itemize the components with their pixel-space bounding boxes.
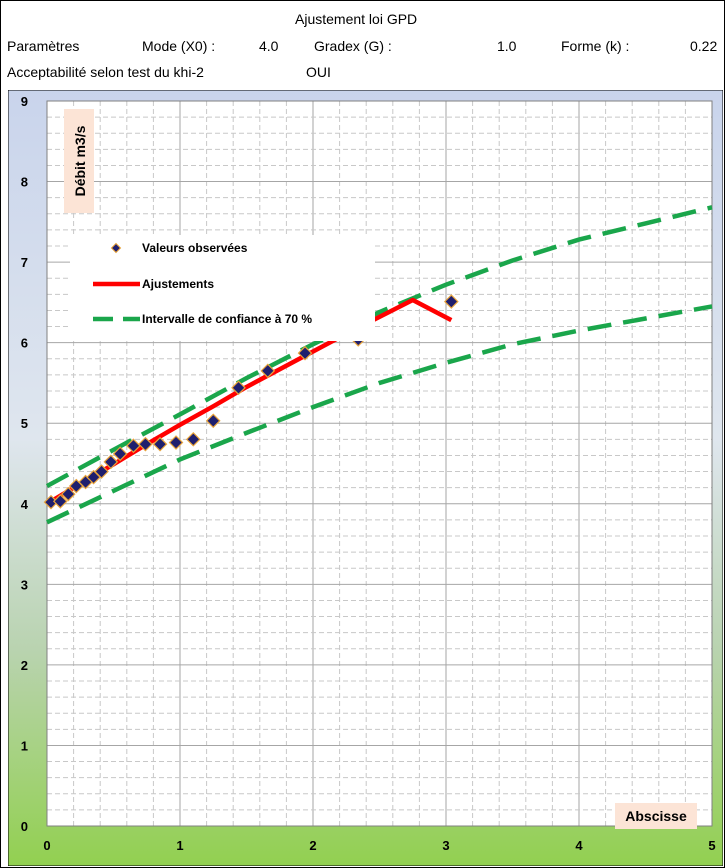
- y-axis-label: Débit m3/s: [72, 125, 88, 196]
- observed-point: [168, 435, 184, 450]
- legend-box: [70, 235, 375, 341]
- legend-label: Ajustements: [142, 277, 214, 291]
- x-tick-label: 0: [43, 838, 50, 853]
- test-label: Acceptabilité selon test du khi-2: [7, 64, 204, 80]
- gradex-value: 1.0: [497, 38, 517, 54]
- observed-point: [260, 363, 276, 379]
- y-tick-label: 6: [21, 336, 28, 351]
- legend-label: Valeurs observées: [142, 241, 248, 255]
- x-tick-label: 3: [442, 838, 449, 853]
- series-layer: [43, 205, 713, 525]
- y-tick-label: 5: [21, 416, 28, 431]
- gradex-label: Gradex (G) :: [314, 38, 392, 54]
- plot-border: [46, 100, 713, 827]
- observed-point: [152, 436, 168, 452]
- y-tick-label: 3: [21, 577, 28, 592]
- x-tick-label: 4: [575, 838, 583, 853]
- forme-value: 0.22: [690, 38, 718, 54]
- tick-labels: 0 1 2 3 4 5 6 7 8 9 0 1 2 3 4 5: [21, 94, 716, 853]
- grid: [46, 100, 713, 827]
- chart-area: 0 1 2 3 4 5 6 7 8 9 0 1 2 3 4 5 Valeurs observées Ajuste…: [8, 90, 723, 866]
- y-axis-title-box: [64, 109, 94, 213]
- legend: Valeurs observées Ajustements Intervalle d…: [70, 235, 375, 341]
- x-tick-label: 1: [176, 838, 183, 853]
- observed-point: [126, 438, 141, 454]
- observed-point: [185, 431, 201, 447]
- x-axis-label: Abscisse: [625, 808, 687, 824]
- x-tick-label: 5: [708, 838, 715, 853]
- test-value: OUI: [306, 64, 331, 80]
- confidence-interval-line: [45, 205, 713, 489]
- observed-point: [52, 494, 68, 509]
- mode-value: 4.0: [259, 38, 279, 54]
- x-axis-title: Abscisse: [615, 803, 697, 829]
- observed-point: [231, 380, 246, 396]
- observed-point: [103, 454, 119, 470]
- y-tick-label: 7: [21, 255, 28, 270]
- observed-point: [443, 294, 459, 309]
- x-axis-title-box: [615, 803, 697, 829]
- y-tick-label: 2: [21, 658, 28, 673]
- params-label: Paramètres: [7, 38, 80, 54]
- observed-point: [112, 446, 128, 462]
- observed-point: [205, 413, 221, 429]
- y-tick-label: 1: [21, 738, 28, 753]
- mode-label: Mode (X0) :: [142, 38, 216, 54]
- y-axis-title: Débit m3/s: [64, 109, 94, 213]
- confidence-interval-line: [46, 304, 713, 525]
- legend-label: Intervalle de confiance à 70 %: [142, 312, 312, 326]
- observed-point: [297, 345, 313, 361]
- plot-area: [47, 101, 712, 826]
- gpd-chart: 0 1 2 3 4 5 6 7 8 9 0 1 2 3 4 5 Valeurs observées Ajuste…: [8, 90, 723, 866]
- observed-point: [94, 464, 109, 479]
- observed-point: [60, 486, 76, 502]
- legend-marker-observed: [110, 242, 122, 254]
- y-tick-label: 8: [21, 175, 28, 190]
- y-tick-label: 4: [21, 497, 29, 512]
- chart-title: Ajustement loi GPD: [295, 11, 418, 27]
- y-tick-label: 9: [21, 94, 28, 109]
- forme-label: Forme (k) :: [561, 38, 630, 54]
- observed-point: [138, 436, 153, 452]
- x-tick-label: 2: [309, 838, 316, 853]
- y-tick-label: 0: [21, 819, 28, 834]
